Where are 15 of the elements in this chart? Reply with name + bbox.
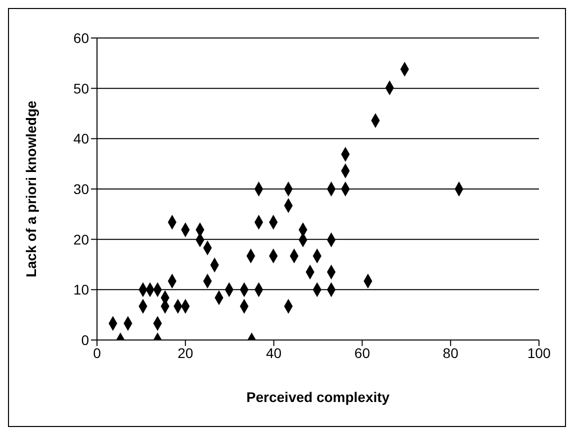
x-tick-label: 20 xyxy=(178,344,194,361)
y-tick-label: 40 xyxy=(73,130,90,147)
x-tick-label: 80 xyxy=(442,344,459,361)
y-tick-label: 30 xyxy=(73,180,90,197)
x-axis-title: Perceived complexity xyxy=(246,389,390,405)
y-tick-label: 0 xyxy=(81,332,90,348)
y-tick-label: 50 xyxy=(73,80,90,96)
x-tick-label: 40 xyxy=(266,344,282,361)
y-tick-label: 10 xyxy=(73,282,90,298)
x-tick-label: 100 xyxy=(527,344,551,361)
y-axis-title: Lack of a priori knowledge xyxy=(22,100,39,278)
x-tick-label: 60 xyxy=(354,344,370,361)
y-tick-label: 20 xyxy=(73,231,90,248)
y-tick-label: 60 xyxy=(73,30,90,46)
x-tick-label: 0 xyxy=(93,344,102,361)
